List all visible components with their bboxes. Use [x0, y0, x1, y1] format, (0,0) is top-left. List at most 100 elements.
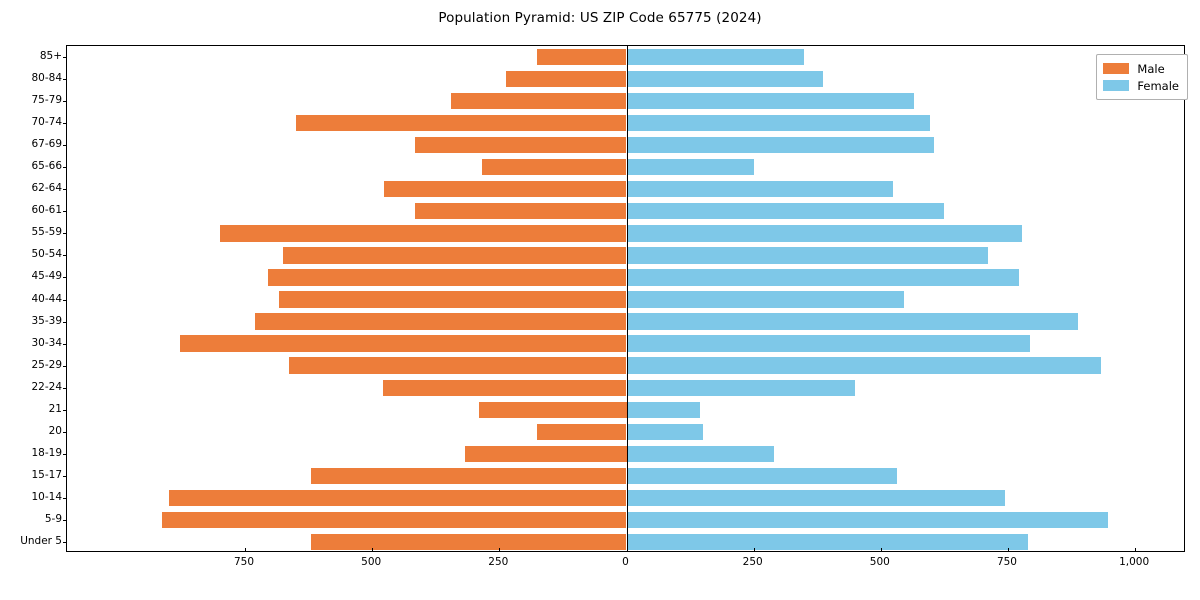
legend-color-swatch — [1103, 63, 1130, 74]
chart-title: Population Pyramid: US ZIP Code 65775 (2… — [438, 10, 762, 26]
y-axis-tick-label: 85+ — [39, 50, 62, 63]
legend-item[interactable]: Female — [1103, 77, 1179, 94]
female-bar[interactable] — [626, 533, 1028, 551]
y-axis-tick-label: 30-34 — [31, 336, 62, 349]
male-bar[interactable] — [506, 70, 627, 88]
female-bar[interactable] — [626, 401, 700, 418]
bar-row — [67, 203, 1184, 220]
bar-row — [67, 159, 1184, 176]
bar-row — [67, 137, 1184, 154]
female-bar[interactable] — [626, 489, 1006, 507]
bar-row — [67, 225, 1184, 242]
female-bar[interactable] — [626, 291, 904, 308]
male-bar[interactable] — [415, 203, 627, 220]
female-bar[interactable] — [626, 335, 1030, 352]
plot-area — [62, 45, 1185, 552]
female-bar[interactable] — [626, 247, 989, 264]
y-axis-tick — [62, 255, 67, 257]
y-axis-tick — [62, 79, 67, 81]
male-bar[interactable] — [311, 533, 627, 551]
male-bar[interactable] — [481, 159, 627, 176]
female-bar[interactable] — [626, 269, 1019, 286]
bar-row — [67, 445, 1184, 462]
y-axis-tick-label: 10-14 — [31, 490, 62, 503]
female-bar[interactable] — [626, 511, 1109, 529]
male-bar[interactable] — [464, 445, 627, 462]
y-axis-tick-label: 5-9 — [44, 512, 62, 525]
female-bar[interactable] — [626, 445, 774, 462]
y-axis-tick-label: 25-29 — [31, 358, 62, 371]
female-bar[interactable] — [626, 357, 1102, 374]
female-bar[interactable] — [626, 467, 897, 484]
y-axis-tick — [62, 431, 67, 433]
bar-row — [67, 357, 1184, 374]
female-bar[interactable] — [626, 159, 755, 176]
y-axis-tick — [62, 497, 67, 499]
female-bar[interactable] — [626, 181, 893, 198]
y-axis-tick — [62, 57, 67, 59]
female-bar[interactable] — [626, 115, 930, 132]
x-axis-tick-label: 250 — [488, 556, 509, 568]
female-bar[interactable] — [626, 137, 935, 154]
bar-row — [67, 70, 1184, 88]
male-bar[interactable] — [536, 423, 627, 440]
male-bar[interactable] — [384, 181, 627, 198]
male-bar[interactable] — [383, 379, 627, 396]
male-bar[interactable] — [288, 357, 627, 374]
legend-label: Male — [1137, 61, 1165, 76]
female-bar[interactable] — [626, 423, 703, 440]
male-bar[interactable] — [451, 92, 627, 110]
y-axis-tick — [62, 189, 67, 191]
male-bar[interactable] — [479, 401, 627, 418]
male-bar[interactable] — [296, 115, 627, 132]
female-bar[interactable] — [626, 92, 915, 110]
female-bar[interactable] — [626, 379, 855, 396]
y-axis-tick-labels: 85+ 80-84 75-79 70-74 67-69 65-66 62-64 60-61 55… — [0, 45, 1200, 552]
bar-row — [67, 401, 1184, 418]
male-bar[interactable] — [311, 467, 627, 484]
male-bar[interactable] — [267, 269, 627, 286]
male-bar[interactable] — [536, 48, 627, 66]
male-bar[interactable] — [168, 489, 627, 507]
male-bar[interactable] — [219, 225, 627, 242]
male-bar[interactable] — [179, 335, 627, 352]
x-axis-tick-label: 750 — [996, 556, 1017, 568]
bar-row — [67, 335, 1184, 352]
female-bar[interactable] — [626, 203, 945, 220]
y-axis-tick-label: 21 — [48, 402, 62, 415]
y-axis-tick-label: 35-39 — [31, 314, 62, 327]
y-axis-tick-label: 70-74 — [31, 116, 62, 129]
x-axis-tick — [499, 548, 501, 552]
y-axis-tick-label: 75-79 — [31, 94, 62, 107]
bar-row — [67, 247, 1184, 264]
male-bar[interactable] — [282, 247, 627, 264]
y-axis-tick — [62, 145, 67, 147]
y-axis-tick — [62, 299, 67, 301]
y-axis-tick-label: 22-24 — [31, 380, 62, 393]
female-bar[interactable] — [626, 70, 824, 88]
x-axis-tick — [880, 548, 882, 552]
male-bar[interactable] — [162, 511, 627, 529]
zero-axis-line — [626, 46, 628, 551]
legend-item[interactable]: Male — [1103, 60, 1179, 77]
y-axis-tick-label: 62-64 — [31, 182, 62, 195]
bar-row — [67, 48, 1184, 66]
x-axis-tick-label: 250 — [742, 556, 763, 568]
y-axis-tick — [62, 343, 67, 345]
y-axis-tick-label: 60-61 — [31, 204, 62, 217]
y-axis-tick — [62, 211, 67, 213]
bar-row — [67, 489, 1184, 507]
bar-row — [67, 181, 1184, 198]
female-bar[interactable] — [626, 48, 804, 66]
bar-row — [67, 379, 1184, 396]
y-axis-tick — [62, 475, 67, 477]
male-bar[interactable] — [254, 313, 627, 330]
female-bar[interactable] — [626, 313, 1078, 330]
bar-row — [67, 92, 1184, 110]
y-axis-tick-label: Under 5 — [20, 534, 62, 547]
male-bar[interactable] — [415, 137, 627, 154]
female-bar[interactable] — [626, 225, 1022, 242]
legend-label: Female — [1137, 78, 1179, 93]
male-bar[interactable] — [278, 291, 627, 308]
